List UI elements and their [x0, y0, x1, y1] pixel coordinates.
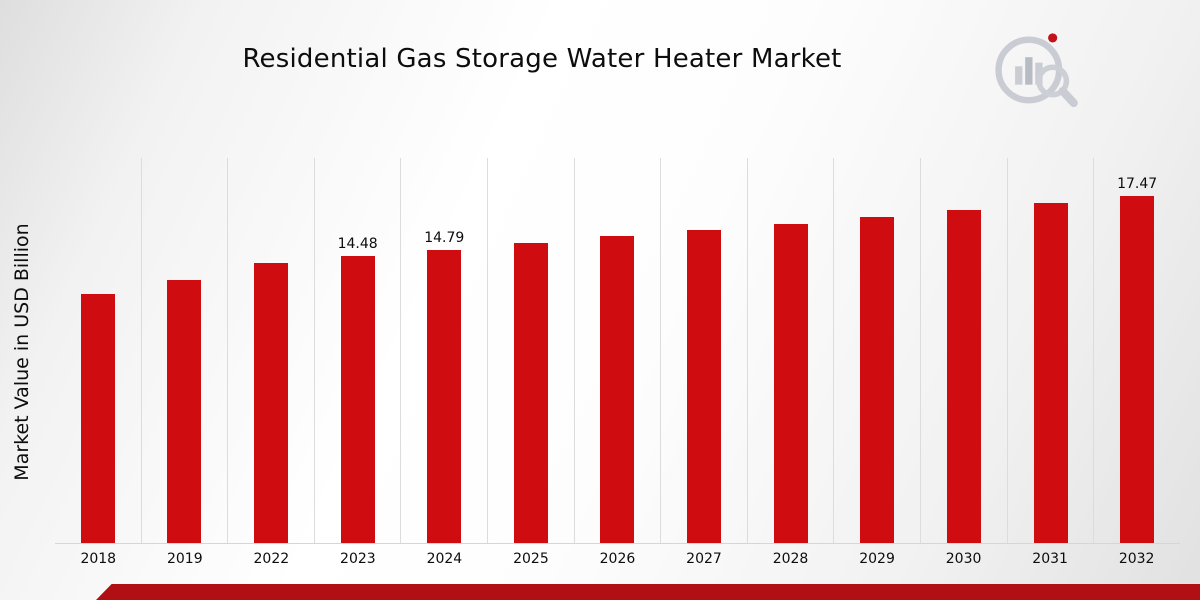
x-tick-label-2032: 2032	[1118, 551, 1155, 567]
category-cell-2030	[920, 158, 1007, 543]
x-tick-label-2023: 2023	[340, 551, 376, 567]
logo-red-accent	[1048, 33, 1058, 43]
logo-magnifier-handle-icon	[1058, 86, 1078, 108]
bar-2030	[946, 210, 981, 543]
bar-value-label-2023: 14.48	[337, 235, 378, 252]
x-tick-label-2026: 2026	[599, 551, 636, 567]
x-tick-label-2024: 2024	[426, 551, 463, 567]
category-cell-2027	[660, 158, 747, 543]
category-cell-2019	[140, 158, 228, 543]
x-tick-label-2031: 2031	[1032, 551, 1068, 567]
category-cell-2026	[573, 158, 661, 543]
bottom-red-banner	[96, 584, 1200, 600]
bar-2024: 14.79	[424, 230, 464, 543]
bar-2031	[1033, 203, 1068, 543]
category-cell-2018	[55, 158, 141, 543]
bar-2026	[600, 236, 635, 543]
bar-value-label-2024: 14.79	[424, 229, 465, 246]
x-tick-label-2029: 2029	[859, 551, 895, 567]
x-tick-label-2025: 2025	[513, 551, 549, 567]
bar-2027	[687, 229, 722, 543]
logo-bar-1	[1015, 66, 1023, 85]
x-tick-label-2027: 2027	[686, 551, 722, 567]
x-axis-tick-row: 2018 2019 2022 2023 2024 2025 2026 2027 2028 2029…	[55, 551, 1180, 567]
y-axis-label: Market Value in USD Billion	[11, 223, 33, 481]
category-cell-2025	[487, 158, 574, 543]
bar-2023: 14.48	[338, 236, 378, 543]
bar-2022	[254, 263, 289, 543]
bar-value-label-2032: 17.47	[1117, 176, 1158, 193]
category-cell-2028	[746, 158, 834, 543]
category-cell-2023: 14.48	[313, 158, 401, 543]
chart-title: Residential Gas Storage Water Heater Mar…	[242, 44, 842, 74]
category-cell-2022	[227, 158, 314, 543]
x-tick-label-2028: 2028	[772, 551, 809, 567]
x-tick-label-2022: 2022	[253, 551, 290, 567]
x-tick-label-2018: 2018	[80, 551, 117, 567]
x-tick-label-2019: 2019	[166, 551, 203, 567]
bar-2032: 17.47	[1117, 176, 1157, 543]
bar-2028	[773, 223, 808, 543]
category-cell-2024: 14.79	[400, 158, 487, 543]
category-cell-2029	[833, 158, 920, 543]
bar-2018	[80, 293, 115, 543]
bar-chart-magnifier-logo	[995, 33, 1078, 108]
category-cell-2031	[1006, 158, 1094, 543]
plot-area: 14.48 14.79 17.47	[55, 158, 1180, 544]
logo-bar-2	[1025, 57, 1033, 85]
bar-2029	[860, 216, 895, 543]
category-cell-2032: 17.47	[1093, 158, 1180, 543]
bar-2025	[513, 242, 548, 543]
x-tick-label-2030: 2030	[945, 551, 982, 567]
logo-magnifier-lens-icon	[1036, 64, 1070, 98]
bar-2019	[167, 280, 202, 543]
